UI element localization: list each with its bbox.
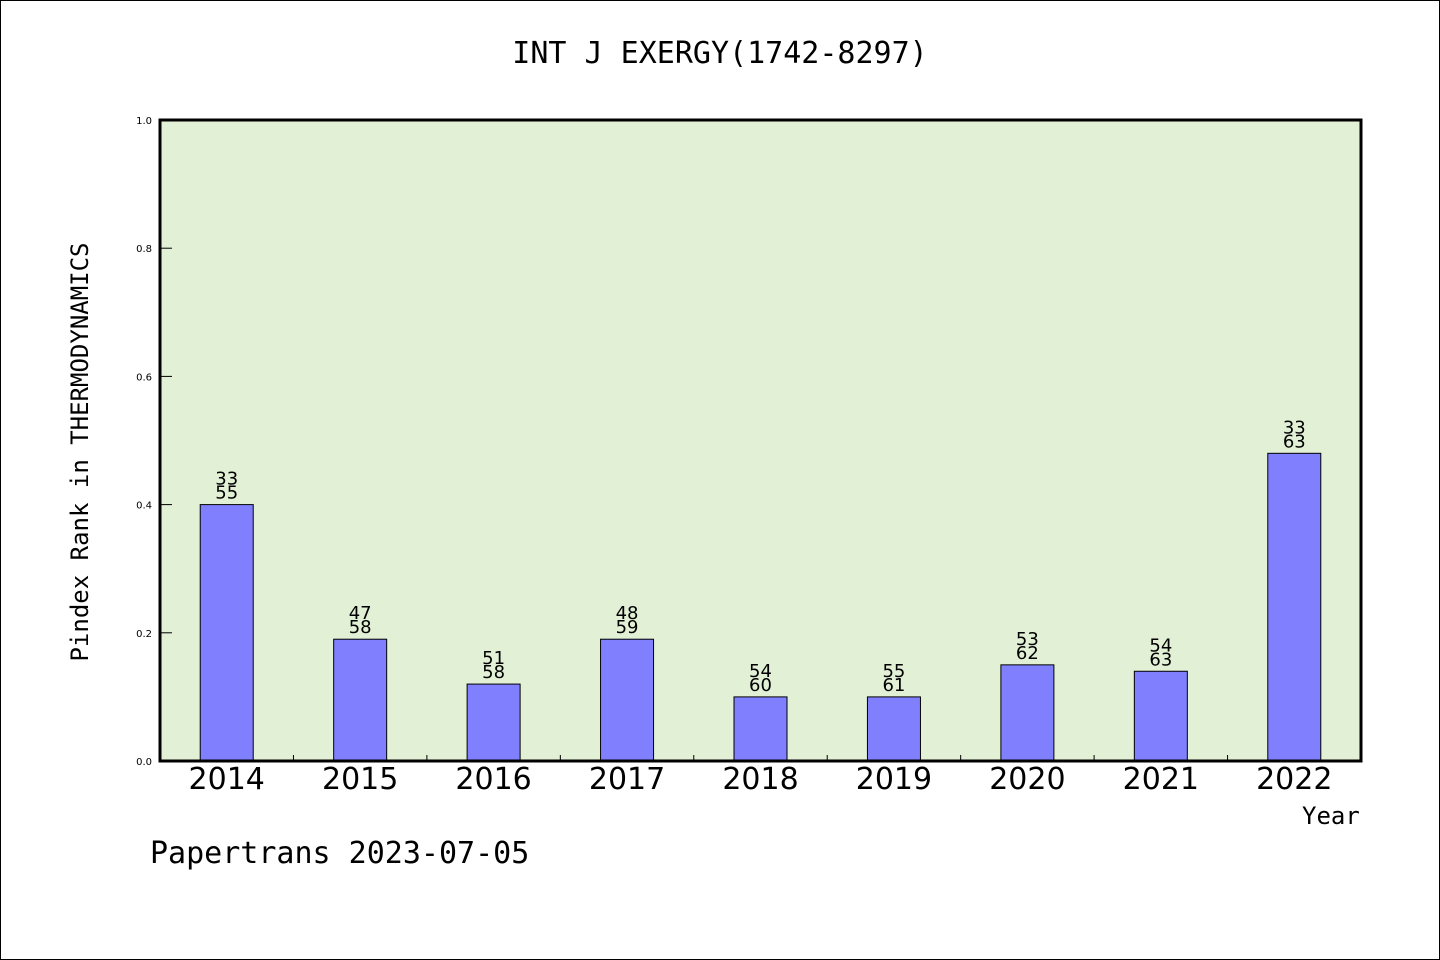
- bar-2019: [866, 696, 921, 762]
- bar-total-label: 60: [749, 675, 772, 696]
- bar-rank-label: 33: [215, 469, 238, 490]
- y-tick-label: 0.8: [136, 244, 152, 255]
- bar-rank-label: 53: [1016, 629, 1039, 650]
- y-tick-label: 0.0: [136, 757, 152, 768]
- y-tick-label: 0.4: [136, 501, 152, 512]
- bar-2014: [199, 504, 254, 762]
- bar-total-label: 55: [215, 483, 238, 504]
- bar-total-label: 63: [1283, 431, 1306, 452]
- bar-total-label: 59: [616, 617, 639, 638]
- bar-rank-label: 48: [616, 603, 639, 624]
- plot-border: [158, 118, 1363, 763]
- bar-2016: [466, 683, 521, 762]
- bar-rank-label: 54: [1149, 635, 1172, 656]
- x-tick-label: 2015: [322, 762, 398, 797]
- bar-2022: [1267, 452, 1322, 762]
- footer-credit: Papertrans 2023-07-05: [150, 836, 530, 871]
- x-tick-label: 2020: [989, 762, 1065, 797]
- x-tick-label: 2017: [589, 762, 665, 797]
- bar-total-label: 58: [349, 617, 372, 638]
- bar-rank-label: 54: [749, 661, 772, 682]
- y-tick-label: 0.2: [136, 629, 152, 640]
- bar-total-label: 61: [882, 675, 905, 696]
- bar-rank-label: 47: [349, 603, 372, 624]
- x-tick-label: 2019: [856, 762, 932, 797]
- y-tick-label: 0.6: [136, 372, 152, 383]
- bar-rank-label: 33: [1283, 417, 1306, 438]
- bar-2017: [600, 638, 655, 762]
- bar-rank-label: 51: [482, 648, 505, 669]
- x-tick-label: 2021: [1123, 762, 1199, 797]
- bar-total-label: 58: [482, 662, 505, 683]
- x-tick-label: 2014: [189, 762, 265, 797]
- bar-2021: [1133, 670, 1188, 762]
- x-tick-label: 2018: [722, 762, 798, 797]
- bar-total-label: 62: [1016, 643, 1039, 664]
- x-tick-label: 2016: [455, 762, 531, 797]
- chart-title: INT J EXERGY(1742-8297): [512, 36, 928, 71]
- y-tick-label: 1.0: [136, 116, 152, 127]
- bar-total-label: 63: [1149, 649, 1172, 670]
- x-tick-label: 2022: [1256, 762, 1332, 797]
- bar-2015: [333, 638, 388, 762]
- bar-rank-label: 55: [882, 661, 905, 682]
- bar-2020: [1000, 664, 1055, 762]
- x-axis-label: Year: [1302, 802, 1360, 830]
- bar-2018: [733, 696, 788, 762]
